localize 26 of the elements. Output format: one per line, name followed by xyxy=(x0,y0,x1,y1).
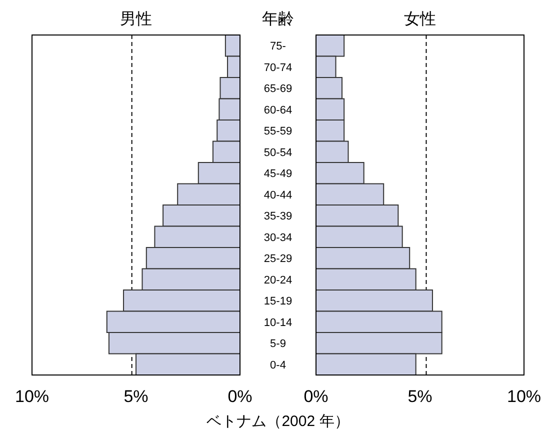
x-tick-label: 5% xyxy=(408,387,432,406)
y-tick-label: 5-9 xyxy=(270,338,286,350)
x-tick-label: 10% xyxy=(14,387,50,406)
y-tick-label: 25-29 xyxy=(264,253,292,266)
chart-title: 女性 xyxy=(404,11,436,28)
x-tick-label: 10% xyxy=(506,387,542,406)
x-tick-label: 0% xyxy=(228,387,252,406)
y-tick-label: 15-19 xyxy=(264,296,292,308)
y-tick-label: 55-59 xyxy=(264,126,292,138)
y-tick-label: 30-34 xyxy=(264,232,292,244)
y-tick-label: 70-74 xyxy=(264,62,292,74)
x-tick-label: 0% xyxy=(304,387,328,406)
y-tick-label: 50-54 xyxy=(264,146,292,159)
y-tick-label: 0-4 xyxy=(270,359,286,372)
y-tick-label: 20-24 xyxy=(264,274,292,286)
text: ベトナム（2002 年） xyxy=(206,413,350,430)
y-tick-label: 40-44 xyxy=(264,189,292,202)
y-tick-label: 35-39 xyxy=(264,210,292,223)
y-tick-label: 45-49 xyxy=(264,168,292,180)
chart-title: 男性 xyxy=(120,11,152,28)
y-tick-label: 10-14 xyxy=(264,316,292,329)
y-tick-label: 75- xyxy=(270,40,286,53)
y-tick-label: 60-64 xyxy=(264,104,292,116)
y-axis-title: 年齢 xyxy=(262,10,294,28)
x-tick-label: 5% xyxy=(124,387,148,406)
y-tick-label: 65-69 xyxy=(264,83,292,96)
